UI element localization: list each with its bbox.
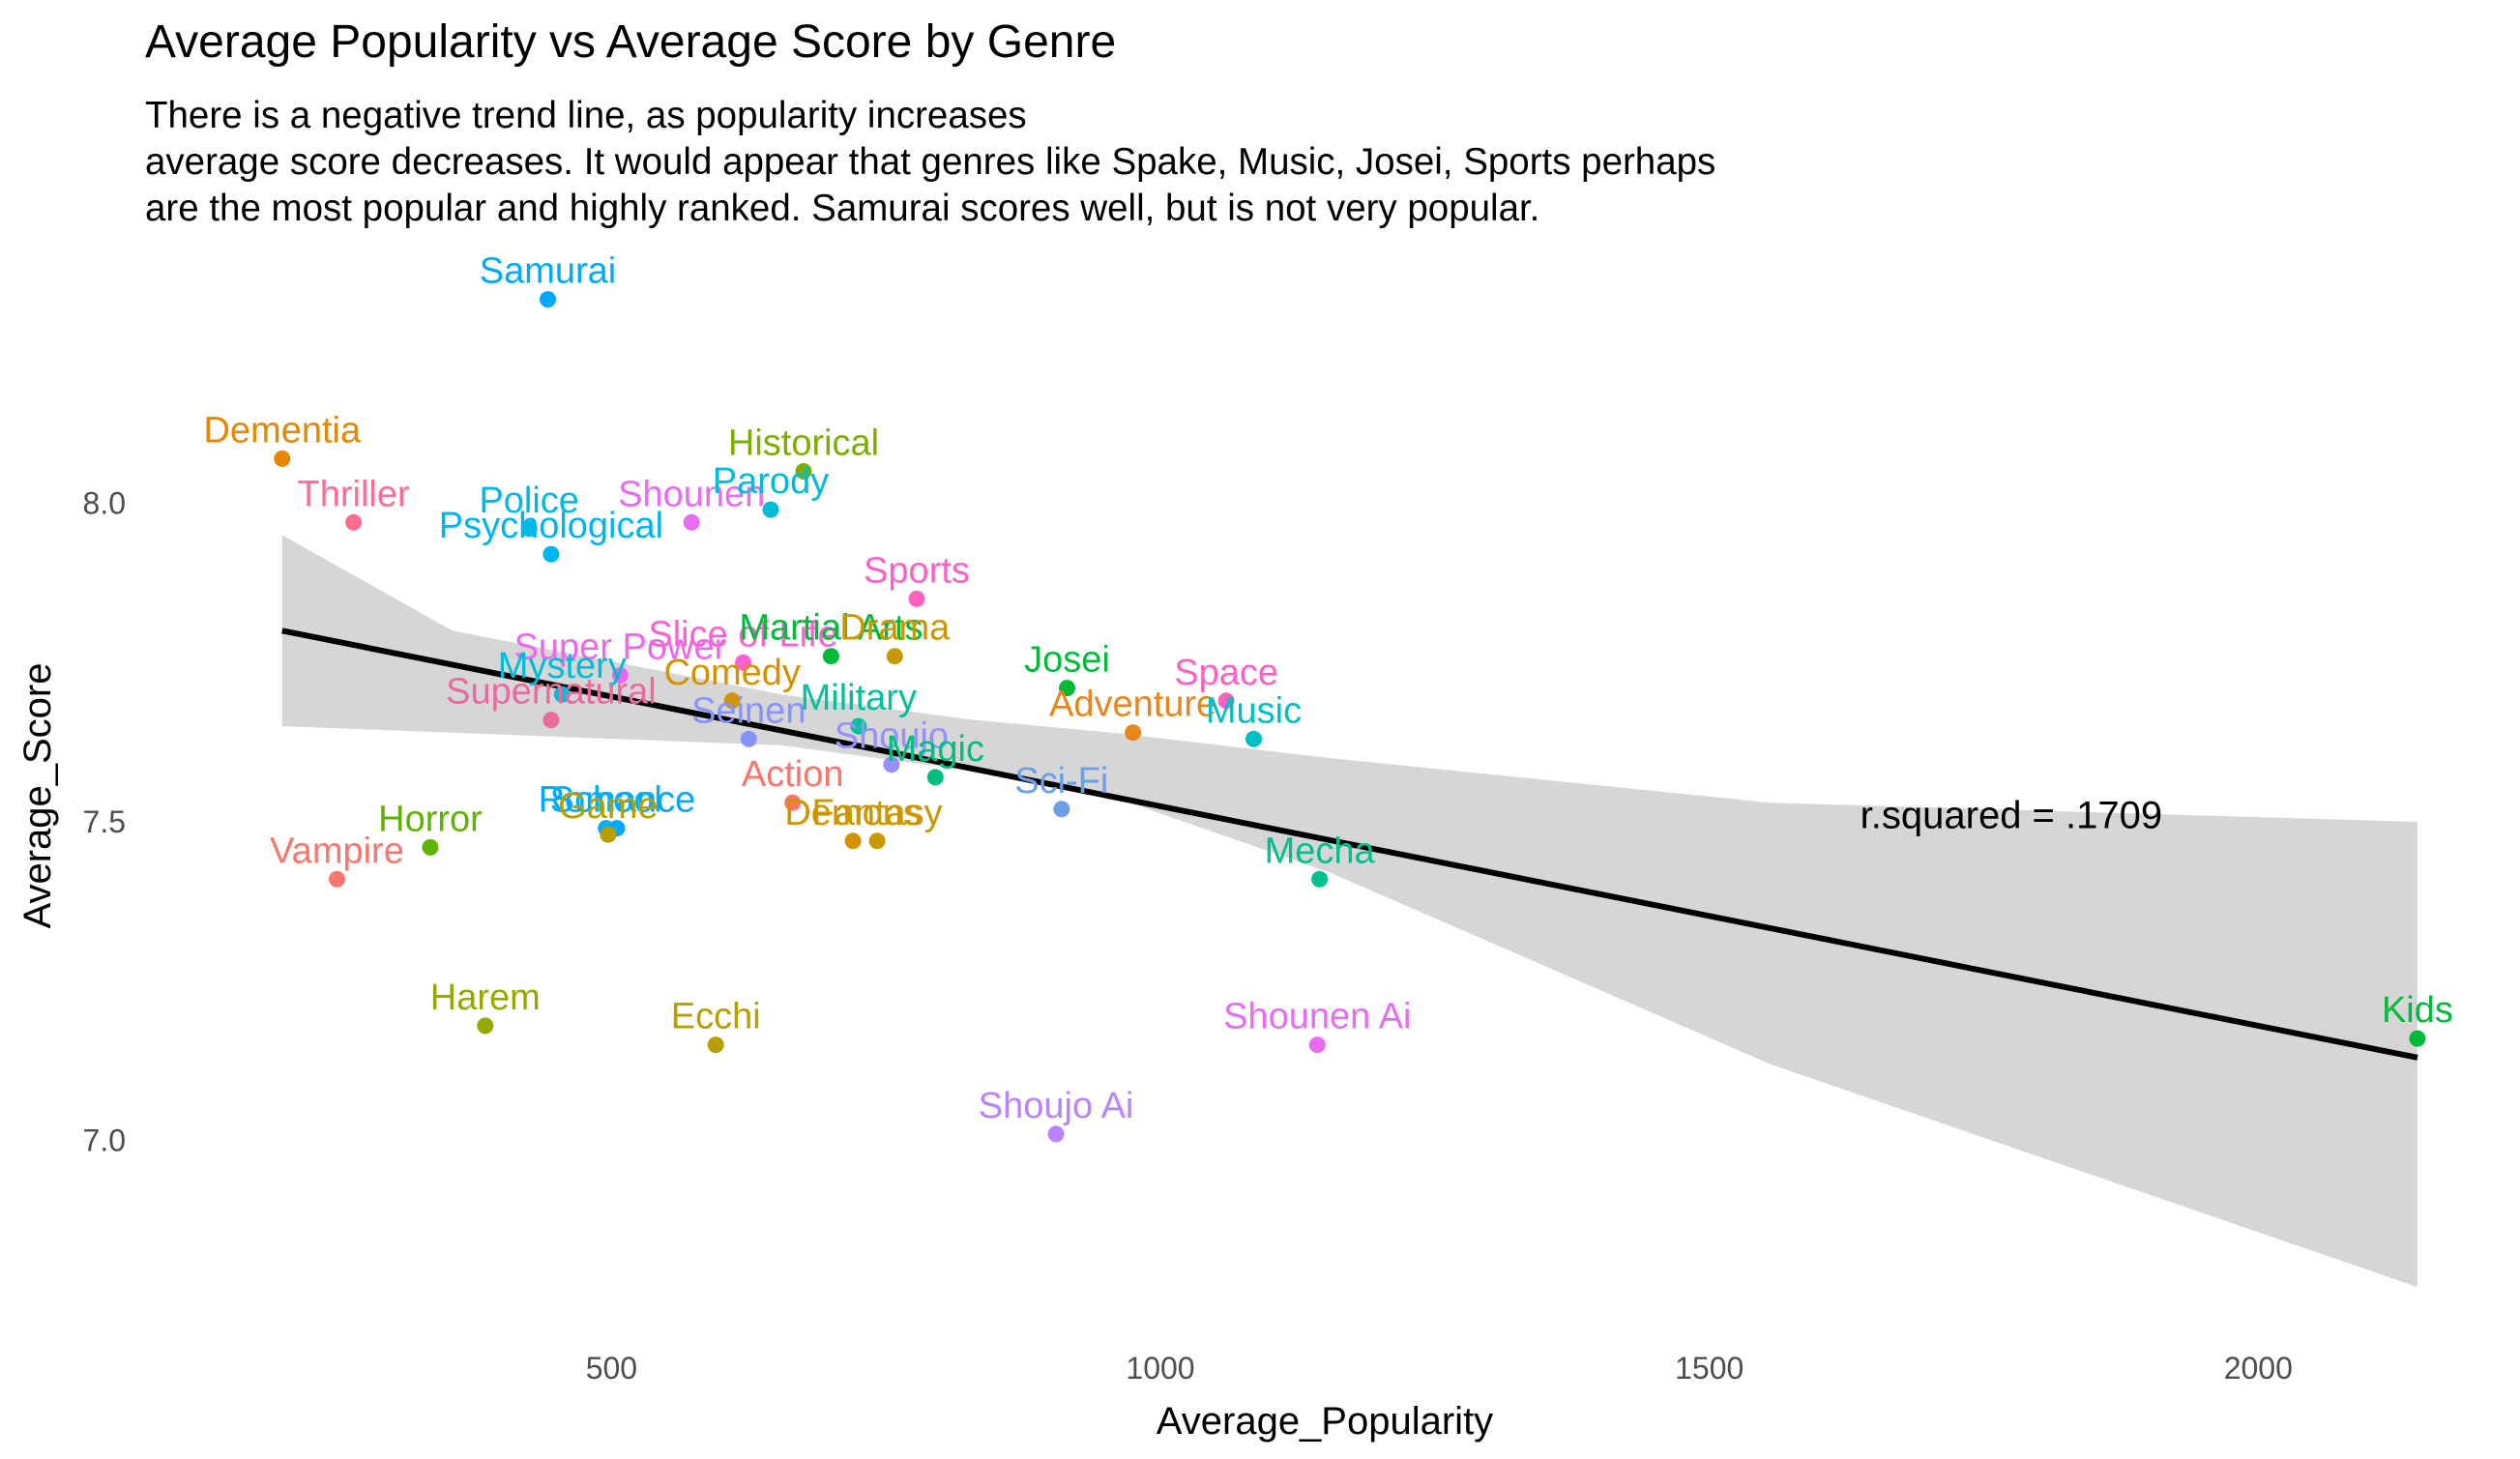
data-point-mecha xyxy=(1311,870,1329,888)
data-point-dementia xyxy=(274,450,291,467)
point-label-harem: Harem xyxy=(430,978,541,1018)
point-label-adventure: Adventure xyxy=(1049,685,1216,725)
x-axis-title: Average_Popularity xyxy=(1157,1400,1493,1443)
y-axis-ticks: 7.0 7.5 8.0 xyxy=(83,486,126,1158)
data-points xyxy=(274,291,2426,1143)
data-point-martial-arts xyxy=(822,648,839,665)
y-tick-label: 8.0 xyxy=(83,486,126,521)
point-label-thriller: Thriller xyxy=(298,474,410,514)
point-label-music: Music xyxy=(1206,690,1302,731)
data-point-super-power xyxy=(611,666,629,684)
data-point-music xyxy=(1245,730,1262,747)
data-point-space xyxy=(1217,692,1235,710)
point-label-psychological: Psychological xyxy=(439,506,663,546)
y-tick-label: 7.0 xyxy=(83,1123,126,1158)
data-point-samurai xyxy=(540,291,556,308)
point-label-historical: Historical xyxy=(728,423,879,464)
data-point-sports xyxy=(908,590,925,607)
point-label-vampire: Vampire xyxy=(270,831,404,871)
data-point-shoujo xyxy=(883,756,900,773)
x-tick-label: 1000 xyxy=(1126,1351,1194,1386)
point-label-horror: Horror xyxy=(378,799,483,839)
point-label-shoujo: Shoujo xyxy=(835,716,949,757)
data-point-shounen-ai xyxy=(1308,1036,1326,1054)
data-point-slice-of-life xyxy=(735,654,752,671)
point-label-shoujo-ai: Shoujo Ai xyxy=(979,1086,1134,1126)
data-point-horror xyxy=(422,838,439,856)
y-tick-label: 7.5 xyxy=(83,804,126,839)
data-point-game xyxy=(600,826,617,843)
x-tick-label: 500 xyxy=(586,1351,637,1386)
data-point-josei xyxy=(1059,680,1075,697)
data-point-shoujo-ai xyxy=(1047,1125,1065,1143)
data-point-shounen xyxy=(683,513,700,531)
data-point-ecchi xyxy=(707,1036,724,1054)
point-label-josei: Josei xyxy=(1024,640,1110,681)
data-point-magic xyxy=(926,769,944,786)
data-point-demons xyxy=(844,832,862,850)
point-label-sci-fi: Sci-Fi xyxy=(1014,761,1108,802)
data-point-adventure xyxy=(1125,724,1142,742)
data-point-comedy xyxy=(723,692,741,710)
point-label-shounen: Shounen xyxy=(618,474,765,514)
chart-title: Average Popularity vs Average Score by G… xyxy=(145,16,1116,68)
data-point-sci-fi xyxy=(1053,801,1070,818)
point-label-shounen-ai: Shounen Ai xyxy=(1223,997,1411,1037)
trend-line xyxy=(281,627,2418,1061)
point-label-martial-arts: Martial Arts xyxy=(739,608,923,649)
data-point-mystery xyxy=(553,686,571,703)
point-label-mecha: Mecha xyxy=(1265,831,1376,871)
point-label-mystery: Mystery xyxy=(498,646,627,686)
point-label-action: Action xyxy=(742,754,844,795)
point-label-parody: Parody xyxy=(713,461,829,502)
data-point-supernatural xyxy=(542,712,560,729)
point-label-fantasy: Fantasy xyxy=(812,793,943,833)
chart-subtitle-line-3: are the most popular and highly ranked. … xyxy=(145,188,1539,229)
point-label-seinen: Seinen xyxy=(691,690,806,731)
point-label-magic: Magic xyxy=(887,729,984,770)
x-tick-label: 1500 xyxy=(1675,1351,1743,1386)
data-point-thriller xyxy=(345,513,363,531)
point-label-police: Police xyxy=(479,481,579,521)
point-label-school: School xyxy=(550,780,662,821)
data-point-seinen xyxy=(740,730,757,747)
point-label-game: Game xyxy=(558,786,658,827)
data-point-vampire xyxy=(329,870,345,888)
r-squared-annotation: r.squared = .1709 xyxy=(1861,795,2162,837)
point-label-demons: Demons xyxy=(784,793,922,833)
data-point-kids xyxy=(2409,1030,2426,1047)
x-axis-ticks: 500 1000 1500 2000 xyxy=(586,1351,2293,1386)
y-axis-title: Average_Score xyxy=(16,663,59,929)
data-point-fantasy xyxy=(868,832,886,850)
data-point-psychological xyxy=(542,545,560,563)
chart-subtitle-line-2: average score decreases. It would appear… xyxy=(145,141,1715,183)
plot-area: Samurai Dementia Thriller PolicePsychologic… xyxy=(203,251,2453,1288)
chart-subtitle-line-1: There is a negative trend line, as popul… xyxy=(145,95,1027,136)
data-point-harem xyxy=(477,1017,494,1035)
point-label-military: Military xyxy=(801,678,917,718)
data-point-action xyxy=(784,794,802,811)
point-labels: Samurai Dementia Thriller PolicePsychologic… xyxy=(203,251,2452,1126)
point-label-drama: Drama xyxy=(839,608,951,649)
point-label-romance: Romance xyxy=(539,780,696,821)
data-point-parody xyxy=(762,501,779,518)
point-label-kids: Kids xyxy=(2382,990,2453,1031)
point-label-supernatural: Supernatural xyxy=(446,672,657,713)
data-point-drama xyxy=(886,648,903,665)
point-label-dementia: Dementia xyxy=(203,410,361,451)
data-point-military xyxy=(850,717,867,735)
x-tick-label: 2000 xyxy=(2224,1351,2293,1386)
point-label-comedy: Comedy xyxy=(663,653,801,693)
point-label-super-power: Super Power xyxy=(514,627,727,667)
point-label-slice-of-life: Slice of Life xyxy=(648,614,837,655)
confidence-band xyxy=(281,535,2417,1288)
point-label-sports: Sports xyxy=(864,550,970,591)
point-label-samurai: Samurai xyxy=(480,251,617,292)
point-label-ecchi: Ecchi xyxy=(671,997,761,1037)
data-point-police xyxy=(520,520,538,538)
point-label-space: Space xyxy=(1174,653,1278,693)
data-point-historical xyxy=(795,463,812,480)
